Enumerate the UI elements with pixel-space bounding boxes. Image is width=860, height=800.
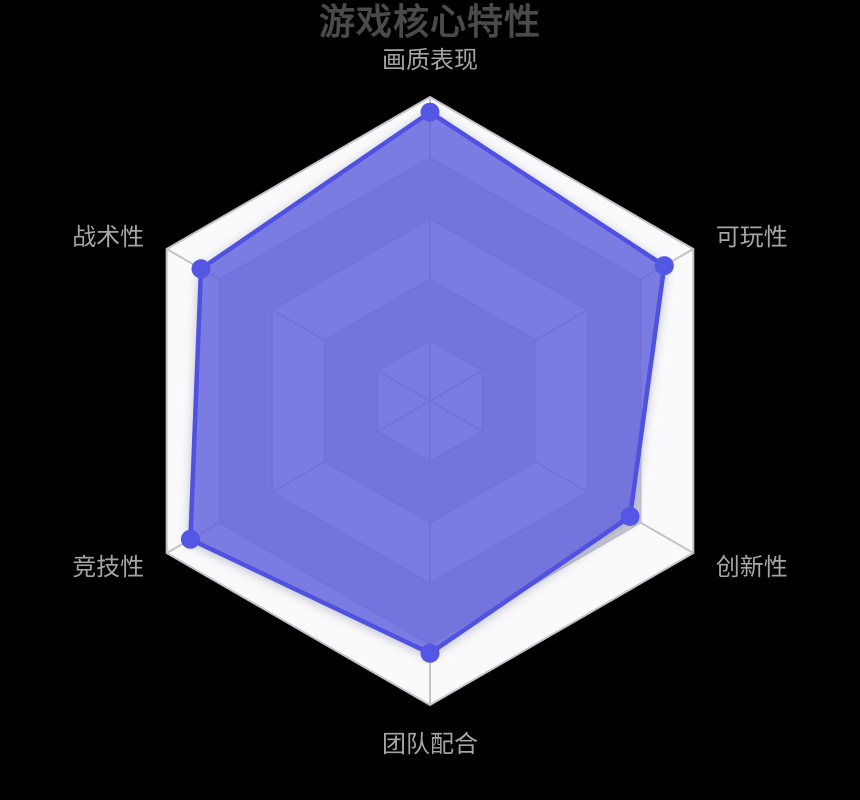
axis-label-1: 可玩性 xyxy=(716,224,788,251)
radar-data-point[interactable] xyxy=(654,256,674,276)
radar-data-point[interactable] xyxy=(420,643,440,663)
radar-data-point[interactable] xyxy=(420,102,440,122)
axis-label-2: 创新性 xyxy=(716,554,788,581)
axis-label-4: 竞技性 xyxy=(72,554,144,581)
axis-label-3: 团队配合 xyxy=(382,731,478,758)
radar-data-point[interactable] xyxy=(191,259,211,279)
radar-data-point[interactable] xyxy=(620,507,640,526)
radar-data-point[interactable] xyxy=(180,529,200,549)
axis-label-5: 战术性 xyxy=(72,224,144,251)
axis-label-0: 画质表现 xyxy=(382,47,478,74)
